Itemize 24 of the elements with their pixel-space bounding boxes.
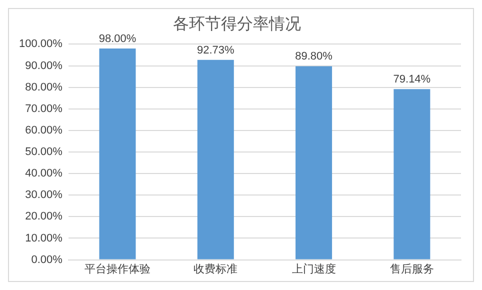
x-tick-label: 平台操作体验 xyxy=(84,262,150,276)
data-label: 89.80% xyxy=(295,50,333,63)
bar xyxy=(296,66,332,260)
y-tick-label: 100.00% xyxy=(18,38,63,50)
y-tick-label: 80.00% xyxy=(25,81,63,94)
y-tick-label: 40.00% xyxy=(25,168,63,180)
y-tick-label: 10.00% xyxy=(25,232,63,244)
data-label: 98.00% xyxy=(98,33,136,46)
bar xyxy=(197,60,234,260)
bar xyxy=(99,48,136,260)
bar xyxy=(394,89,430,260)
x-tick-label: 收费标准 xyxy=(194,262,238,276)
y-tick-label: 70.00% xyxy=(25,102,63,115)
x-tick-label: 上门速度 xyxy=(292,262,336,276)
y-tick-label: 90.00% xyxy=(25,60,63,72)
y-tick-label: 20.00% xyxy=(25,210,63,223)
y-tick-label: 50.00% xyxy=(25,146,63,158)
x-tick-label: 售后服务 xyxy=(390,262,434,276)
data-label: 79.14% xyxy=(393,74,431,86)
y-tick-label: 0.00% xyxy=(31,254,63,266)
chart-title: 各环节得分率情况 xyxy=(173,14,301,33)
y-tick-label: 30.00% xyxy=(25,189,63,202)
y-tick-label: 60.00% xyxy=(25,124,63,136)
data-label: 92.73% xyxy=(196,44,235,56)
